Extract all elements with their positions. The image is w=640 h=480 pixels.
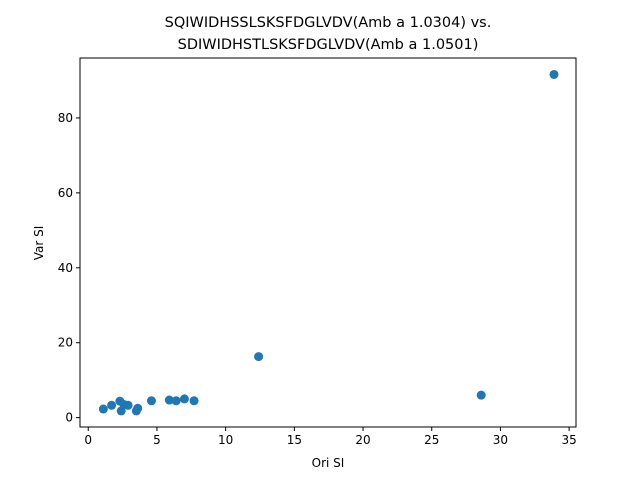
data-point	[171, 396, 181, 406]
y-tick-label: 0	[65, 411, 73, 425]
data-point	[164, 395, 174, 405]
x-tick-label: 10	[218, 433, 233, 447]
x-tick-label: 5	[153, 433, 161, 447]
data-point	[98, 404, 108, 414]
plot-frame	[79, 57, 577, 428]
y-tick-label: 20	[58, 336, 73, 350]
data-point	[123, 400, 133, 410]
x-tick-label: 20	[355, 433, 370, 447]
x-axis-ticks: 0 5 10 15 20 25 30 35	[84, 427, 577, 447]
data-point	[549, 69, 559, 79]
y-tick-label: 60	[58, 186, 73, 200]
data-points	[98, 69, 559, 416]
chart-title-line-1: SQIWIDHSSLSKSFDGLVDV(Amb a 1.0304) vs.	[165, 15, 492, 31]
y-tick-label: 80	[58, 111, 73, 125]
data-point	[179, 394, 189, 404]
x-axis-label: Ori SI	[312, 456, 345, 470]
y-axis-ticks: 0 20 40 60 80	[58, 111, 80, 425]
data-point	[189, 396, 199, 406]
data-point	[254, 352, 264, 362]
data-point	[146, 396, 156, 406]
data-point	[133, 403, 143, 413]
x-tick-label: 30	[493, 433, 508, 447]
data-point	[107, 400, 117, 410]
x-tick-label: 0	[84, 433, 92, 447]
y-axis-label: Var SI	[32, 226, 46, 261]
chart-title-line-2: SDIWIDHSTLSKSFDGLVDV(Amb a 1.0501)	[178, 37, 479, 53]
y-tick-label: 40	[58, 261, 73, 275]
x-tick-label: 25	[424, 433, 439, 447]
x-tick-label: 15	[287, 433, 302, 447]
x-tick-label: 35	[561, 433, 576, 447]
data-point	[476, 390, 486, 400]
